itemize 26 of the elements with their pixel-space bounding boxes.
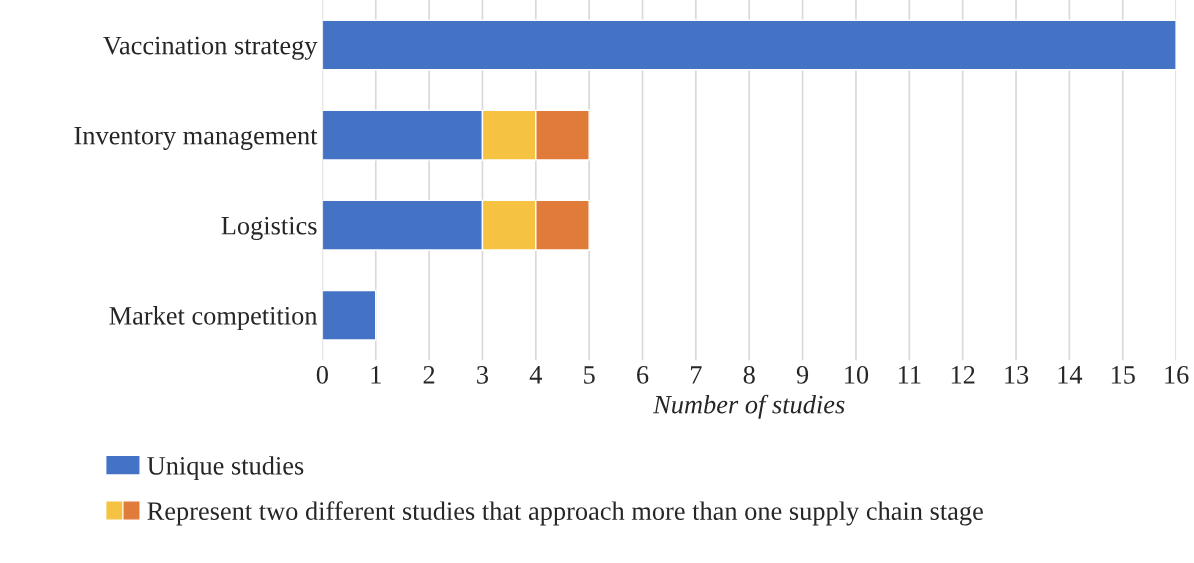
x-tick-label: 0 — [316, 365, 328, 384]
y-tick-label: Inventory management — [74, 126, 318, 150]
x-tick-label: 16 — [1165, 366, 1189, 384]
x-tick-label: 2 — [423, 366, 435, 384]
x-tick-label: 15 — [1111, 366, 1135, 384]
x-tick-label: 10 — [845, 365, 869, 384]
x-tick-label: 9 — [796, 366, 809, 384]
legend-label: Unique studies — [147, 456, 304, 481]
x-tick-label: 13 — [1005, 366, 1029, 384]
y-tick-label: Vaccination strategy — [103, 36, 318, 60]
legend-label: Represent two different studies that approach more than one supply chain stage — [147, 501, 983, 526]
x-tick-label: 1 — [371, 366, 381, 384]
x-tick-label: 11 — [898, 366, 921, 384]
x-tick-label: 5 — [584, 366, 595, 384]
bar — [322, 289, 377, 341]
x-tick-label: 7 — [691, 366, 702, 384]
y-tick-label: Logistics — [221, 216, 317, 241]
bar — [322, 19, 1177, 71]
x-tick-label: 14 — [1058, 366, 1083, 384]
y-tick-label: Market competition — [109, 306, 318, 331]
x-axis-title: Number of studies — [653, 394, 845, 419]
x-tick-label: 3 — [477, 366, 489, 384]
x-tick-label: 6 — [637, 366, 649, 384]
x-tick-label: 8 — [743, 365, 755, 384]
x-tick-label: 12 — [951, 366, 975, 384]
x-tick-label: 4 — [529, 366, 542, 384]
